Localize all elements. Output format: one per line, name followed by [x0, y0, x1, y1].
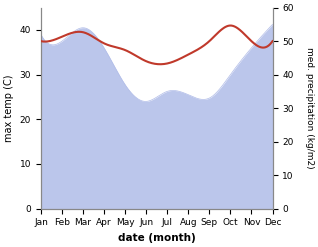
X-axis label: date (month): date (month)	[118, 233, 196, 243]
Y-axis label: max temp (C): max temp (C)	[4, 74, 14, 142]
Y-axis label: med. precipitation (kg/m2): med. precipitation (kg/m2)	[305, 47, 314, 169]
